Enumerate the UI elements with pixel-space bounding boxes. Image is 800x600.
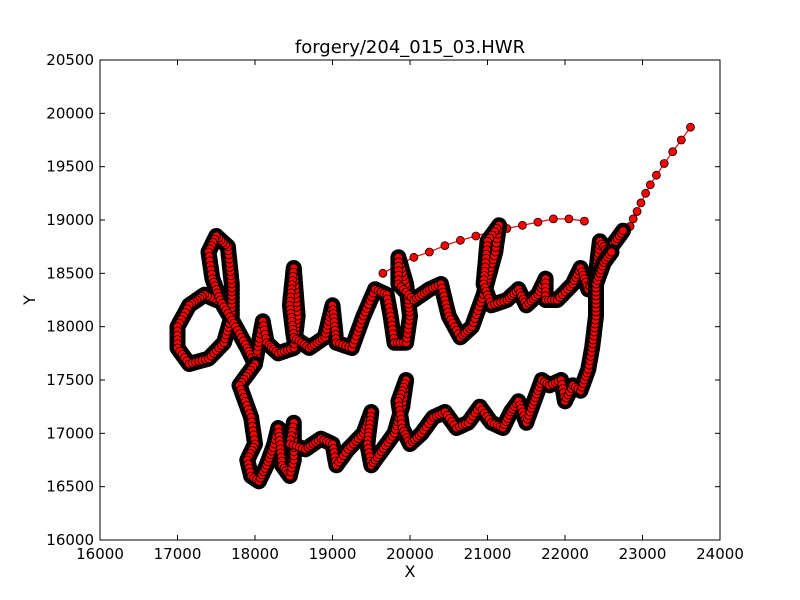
data-point xyxy=(455,235,465,245)
y-tick-label: 16000 xyxy=(46,531,94,549)
x-tick-label: 21000 xyxy=(464,545,512,563)
data-point xyxy=(686,122,695,132)
y-tick-label: 19000 xyxy=(46,211,94,229)
data-point xyxy=(628,214,638,224)
plot-area xyxy=(169,122,695,490)
y-tick-label: 20500 xyxy=(46,51,94,69)
data-point xyxy=(636,198,646,208)
x-tick-label: 17000 xyxy=(154,545,202,563)
data-point xyxy=(676,135,686,145)
x-tick-label: 18000 xyxy=(231,545,279,563)
y-tick-label: 17000 xyxy=(46,424,94,442)
y-tick-label: 18500 xyxy=(46,264,94,282)
y-tick-label: 20000 xyxy=(46,104,94,122)
x-axis-label: X xyxy=(405,562,416,581)
data-point xyxy=(409,252,419,262)
x-tick-label: 23000 xyxy=(619,545,667,563)
chart-title: forgery/204_015_03.HWR xyxy=(295,37,525,58)
y-axis-label: Y xyxy=(20,295,39,306)
x-tick-label: 20000 xyxy=(386,545,434,563)
data-point xyxy=(424,247,434,257)
series-pen-air-movement xyxy=(625,122,695,231)
data-point xyxy=(618,226,628,236)
x-tick-label: 19000 xyxy=(309,545,357,563)
data-point xyxy=(632,207,642,216)
y-tick-label: 17500 xyxy=(46,371,94,389)
data-point xyxy=(440,241,450,251)
y-tick-label: 19500 xyxy=(46,158,94,176)
data-point xyxy=(659,159,669,168)
series-signature-line-1 xyxy=(169,217,632,372)
axis-ticks: 16000 17000 18000 19000 20000 21000 22000 23000… xyxy=(46,51,744,563)
x-tick-label: 22000 xyxy=(541,545,589,563)
series-signature-line-2 xyxy=(231,244,620,490)
data-point xyxy=(652,170,661,180)
x-tick-label: 24000 xyxy=(696,545,744,563)
y-tick-label: 18000 xyxy=(46,318,94,336)
x-tick-label: 16000 xyxy=(76,545,124,563)
y-tick-label: 16500 xyxy=(46,478,94,496)
data-point xyxy=(607,247,616,257)
data-point xyxy=(564,214,574,224)
data-point xyxy=(533,217,543,227)
data-point xyxy=(378,268,388,278)
data-point xyxy=(518,220,527,230)
data-point xyxy=(471,231,481,241)
data-point xyxy=(668,147,678,157)
data-point xyxy=(645,180,655,190)
data-point xyxy=(549,214,558,224)
data-point xyxy=(580,216,589,226)
data-point xyxy=(641,188,650,198)
